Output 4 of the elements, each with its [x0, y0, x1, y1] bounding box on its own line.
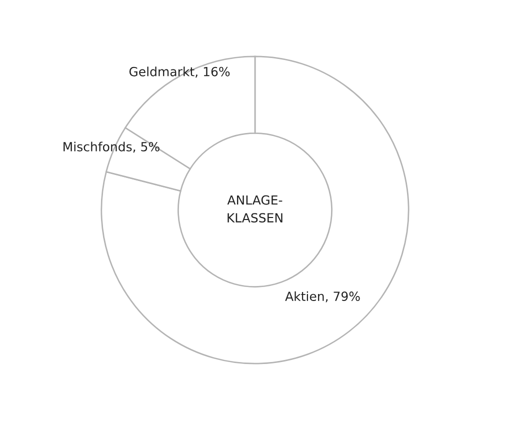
slice-label: Geldmarkt, 16% — [129, 66, 230, 78]
text: ANLAGE- KLASSEN — [227, 195, 282, 223]
slice-label: Aktien, 79% — [285, 291, 360, 302]
slice-label: Mischfonds, 5% — [64, 142, 160, 153]
